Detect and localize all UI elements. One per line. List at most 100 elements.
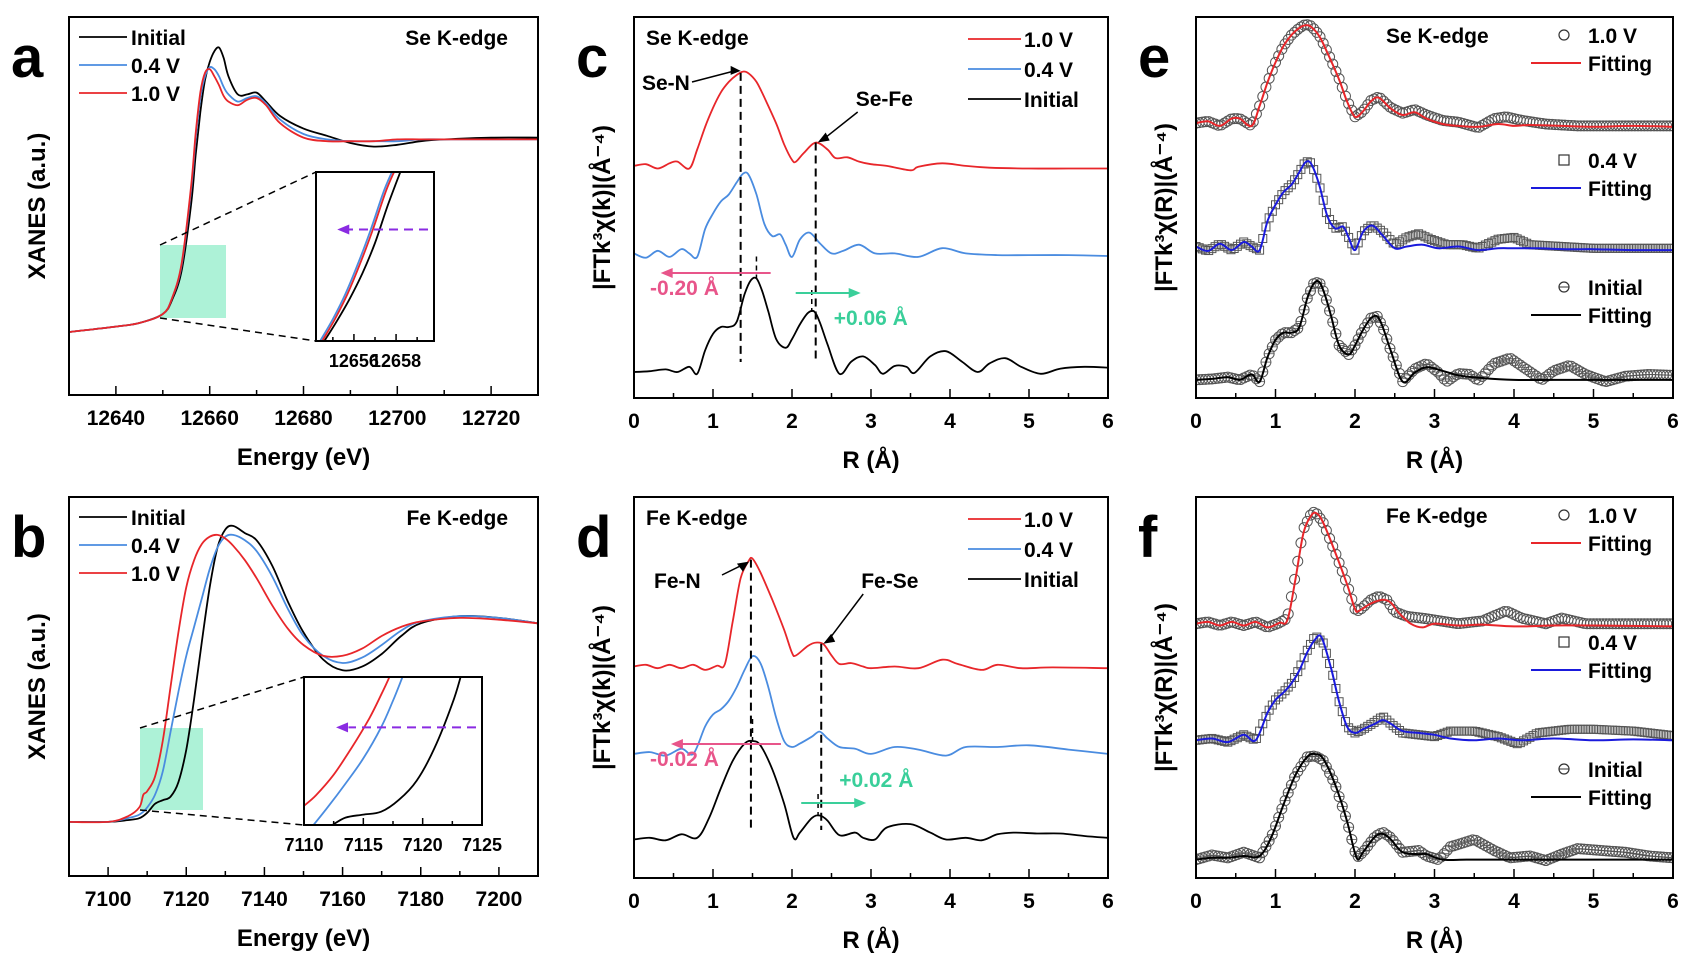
data-point-square [1280, 186, 1290, 196]
legend-label: Fitting [1588, 53, 1652, 76]
data-point-square [1325, 214, 1335, 224]
bond-arrowhead [730, 65, 741, 75]
bond-label: Se-N [642, 72, 690, 95]
bond-arrow [821, 111, 859, 142]
bond-arrow [691, 70, 735, 83]
shift-right-label: +0.02 Å [839, 768, 913, 792]
series-line-0-4-v [634, 171, 1108, 260]
data-point-square [1401, 233, 1411, 243]
data-point-square [1236, 239, 1246, 249]
data-point-square [1271, 695, 1280, 705]
data-point-square [1515, 235, 1525, 245]
bond-arrowhead [736, 561, 749, 572]
data-point-square [1433, 237, 1443, 247]
bond-arrowhead [817, 132, 830, 143]
data-point-square [1404, 232, 1414, 242]
data-point-circle [1301, 515, 1313, 527]
data-point-circle [1355, 603, 1367, 615]
y-axis-label: |FTk³χ(R)|(Å⁻⁴) [1150, 603, 1178, 772]
x-tick-label: 3 [865, 410, 877, 433]
data-point-square [1261, 711, 1271, 721]
inset-tick-label: 12656 [329, 351, 379, 371]
data-point-square [1350, 728, 1360, 738]
x-tick-label: 5 [1588, 890, 1600, 913]
inset-tick-label: 12658 [371, 351, 421, 371]
x-tick-label: 1 [1270, 890, 1282, 913]
bond-arrowhead [823, 633, 836, 644]
data-point-square [1347, 725, 1357, 735]
data-point-square [1414, 229, 1424, 239]
data-point-square [1353, 238, 1363, 248]
x-tick-label: 5 [1588, 410, 1600, 433]
series-line-1-0-v [634, 70, 1108, 172]
data-point-square [1226, 736, 1236, 746]
x-tick-label: 5 [1023, 410, 1035, 433]
inset-tick-label: 7125 [462, 835, 502, 855]
x-tick-label: 6 [1102, 890, 1114, 913]
data-point-square [1197, 244, 1207, 254]
data-point-square [1474, 243, 1484, 253]
series-group [634, 70, 1108, 376]
data-point-circle [1330, 65, 1342, 77]
series-line-1-0-v-fitting [1196, 24, 1673, 128]
data-point-square [1242, 731, 1252, 741]
legend-marker-square [1558, 636, 1570, 648]
legend-label: Fitting [1588, 305, 1652, 328]
data-point-square [1385, 718, 1395, 728]
legend-label: Initial [131, 507, 186, 530]
x-tick-label: 2 [786, 410, 798, 433]
series-line-1-0-v [69, 533, 538, 824]
data-point-square [1196, 242, 1201, 252]
x-axis-label: R (Å) [1406, 446, 1463, 474]
x-axis-label: R (Å) [1406, 926, 1463, 954]
x-tick-label: 1 [1270, 410, 1282, 433]
x-tick-label: 12700 [368, 407, 426, 430]
data-point-square [1474, 727, 1484, 737]
data-point-circle [1241, 117, 1253, 129]
data-point-square [1267, 206, 1277, 216]
data-point-circle [1324, 51, 1336, 63]
data-point-square [1302, 157, 1312, 167]
legend-marker-circle [1558, 29, 1570, 41]
plot-frame [1195, 496, 1674, 879]
data-point-square [1312, 173, 1322, 183]
panel-c: c 0 1 2 3 4 5 6 R (Å) |FTk³χ(k)|(Å⁻⁴) Se K-edge 1.0… [576, 16, 1114, 474]
data-point-square [1344, 723, 1354, 733]
data-point-square [1363, 223, 1373, 233]
x-tick-label: 2 [786, 890, 798, 913]
data-point-square [1471, 726, 1481, 736]
zoom-region-box [160, 245, 226, 318]
series-group [634, 556, 1108, 842]
data-point-square [1245, 241, 1255, 251]
data-point-square [1309, 165, 1319, 175]
data-point-square [1248, 242, 1258, 252]
data-point-circle [1355, 106, 1367, 118]
y-axis-label: |FTk³χ(k)|(Å⁻⁴) [588, 125, 616, 290]
panel-letter: b [11, 505, 46, 570]
data-point-square [1353, 726, 1363, 736]
data-point-circle [1235, 113, 1247, 125]
edge-shift-arrowhead [337, 224, 350, 235]
legend-label: Fitting [1588, 787, 1652, 810]
data-point-circle [1244, 119, 1256, 131]
data-point-circle [1327, 58, 1339, 70]
series-line-initial-fitting [1196, 279, 1673, 384]
x-tick-label: 7100 [85, 888, 132, 911]
x-tick-label: 3 [865, 890, 877, 913]
data-point-square [1239, 730, 1249, 740]
data-point-circle [1247, 116, 1259, 128]
data-point-square [1220, 241, 1230, 251]
data-point-square [1509, 737, 1519, 747]
legend-label: 1.0 V [1588, 505, 1637, 528]
data-point-square [1426, 235, 1436, 245]
data-point-square [1480, 729, 1490, 739]
legend-label: 0.4 V [1588, 150, 1637, 173]
data-point-square [1293, 170, 1303, 180]
data-point-circle [1263, 72, 1275, 84]
x-tick-label: 12660 [180, 407, 238, 430]
x-tick-label: 0 [628, 410, 640, 433]
data-point-circle [1667, 618, 1673, 630]
data-point-square [1290, 672, 1300, 682]
x-axis-label: R (Å) [842, 446, 899, 474]
